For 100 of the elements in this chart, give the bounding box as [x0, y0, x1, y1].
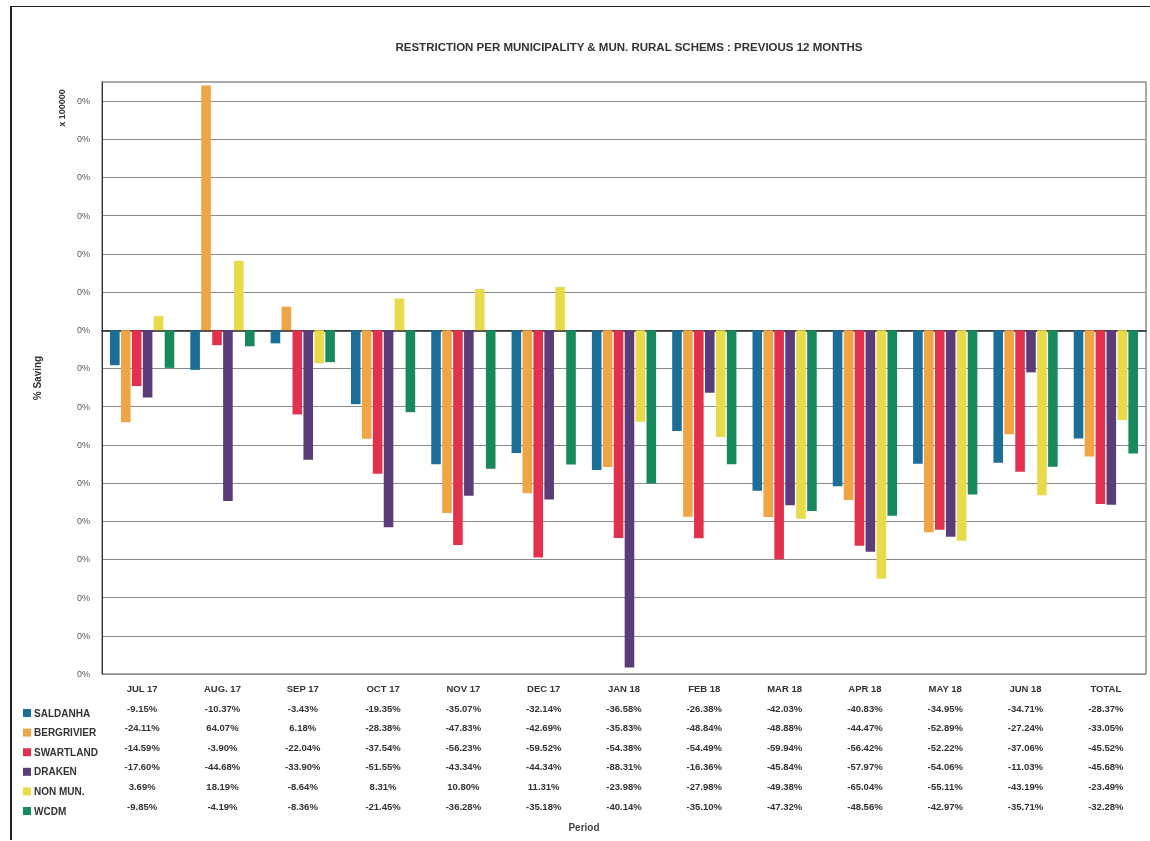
data-label: -35.10% — [686, 800, 723, 812]
text: x 100000 — [57, 89, 67, 127]
bar — [190, 330, 200, 370]
data-label: -32.28% — [1088, 800, 1125, 812]
text: 0% — [76, 592, 90, 603]
text: 0% — [76, 630, 90, 641]
data-label: -45.68% — [1088, 761, 1125, 773]
data-label: -43.19% — [1007, 780, 1044, 792]
data-label: -45.84% — [766, 761, 803, 773]
bar — [405, 330, 416, 413]
bar — [464, 330, 474, 496]
data-label: -16.36% — [686, 761, 723, 773]
bar — [131, 330, 142, 386]
bar — [1037, 330, 1047, 496]
data-label: -45.52% — [1088, 741, 1125, 753]
bar — [704, 330, 715, 393]
data-label: -42.69% — [526, 722, 562, 734]
data-label: -23.49% — [1088, 780, 1125, 792]
data-label: -14.59% — [124, 741, 161, 753]
bar — [303, 330, 314, 460]
bar — [292, 330, 303, 415]
bar — [1106, 330, 1117, 505]
x-tick-label: DEC 17 — [527, 682, 561, 694]
data-label: 6.18% — [289, 722, 317, 734]
bar — [591, 330, 602, 470]
data-label: -37.06% — [1007, 741, 1044, 753]
data-label: -88.31% — [606, 761, 643, 773]
x-tick-label: OCT 17 — [366, 682, 400, 694]
data-label: -52.22% — [927, 741, 964, 753]
data-label: -48.88% — [766, 722, 803, 734]
legend-label: SALDANHA — [34, 707, 91, 719]
data-label: 64.07% — [206, 722, 240, 734]
bar — [865, 330, 876, 552]
bar — [372, 330, 383, 474]
data-label: -44.68% — [204, 761, 241, 773]
text: 0% — [76, 248, 90, 259]
bar — [843, 330, 854, 501]
bar — [281, 306, 292, 331]
bar — [1073, 330, 1084, 439]
bar — [807, 330, 817, 511]
bar — [774, 330, 784, 560]
bar — [314, 330, 324, 364]
bar — [212, 330, 222, 346]
bar — [763, 330, 774, 517]
x-tick-label: MAY 18 — [928, 682, 962, 694]
bar — [726, 330, 737, 465]
x-tick-label: JAN 18 — [607, 682, 641, 694]
legend-label: DRAKEN — [34, 766, 77, 778]
data-label: -47.32% — [766, 800, 803, 812]
bar — [164, 330, 175, 368]
data-label: -22.04% — [285, 741, 322, 753]
bar — [945, 330, 956, 537]
text: 0% — [76, 363, 90, 374]
data-label: -33.90% — [285, 761, 322, 773]
data-label: -35.18% — [526, 800, 562, 812]
bar — [613, 330, 624, 538]
bar — [245, 330, 255, 347]
data-label: -28.38% — [365, 722, 402, 734]
bar — [785, 330, 795, 506]
text: 0% — [76, 554, 90, 565]
bar — [924, 330, 934, 533]
data-label: 3.69% — [128, 780, 157, 792]
data-label: -48.56% — [847, 800, 884, 812]
bar — [394, 298, 405, 331]
bar — [142, 330, 153, 398]
data-label: 10.80% — [447, 780, 481, 792]
bar — [361, 330, 372, 439]
bar — [646, 330, 657, 484]
text: 0% — [76, 210, 90, 221]
data-label: -21.45% — [365, 800, 402, 812]
bar — [1128, 330, 1138, 454]
x-tick-label: AUG. 17 — [203, 682, 241, 694]
data-label: -37.54% — [365, 741, 402, 753]
data-label: -49.38% — [766, 780, 803, 792]
data-label: -54.06% — [927, 761, 964, 773]
legend-label: SWARTLAND — [34, 746, 98, 758]
data-label: -43.34% — [445, 761, 482, 773]
bar — [223, 330, 233, 501]
bar — [854, 330, 865, 546]
bar — [110, 330, 120, 366]
text: 0% — [76, 287, 90, 298]
text: 0% — [76, 325, 90, 336]
bar — [887, 330, 898, 516]
bar — [120, 330, 131, 423]
data-label: -48.84% — [686, 722, 723, 734]
data-label: -4.19% — [207, 800, 239, 812]
data-label: -56.42% — [847, 741, 884, 753]
bar — [533, 330, 544, 558]
data-label: -47.83% — [445, 722, 482, 734]
bar — [683, 330, 693, 517]
legend-label: NON MUN. — [34, 785, 85, 797]
legend-label: BERGRIVIER — [34, 727, 98, 739]
bar — [715, 330, 726, 438]
x-tick-label: NOV 17 — [446, 682, 481, 694]
bar — [1015, 330, 1025, 472]
data-label: -42.03% — [766, 702, 803, 714]
data-label: -26.38% — [686, 702, 723, 714]
data-label: -59.52% — [526, 741, 562, 753]
bar — [511, 330, 522, 454]
x-tick-label: JUN 18 — [1009, 682, 1042, 694]
